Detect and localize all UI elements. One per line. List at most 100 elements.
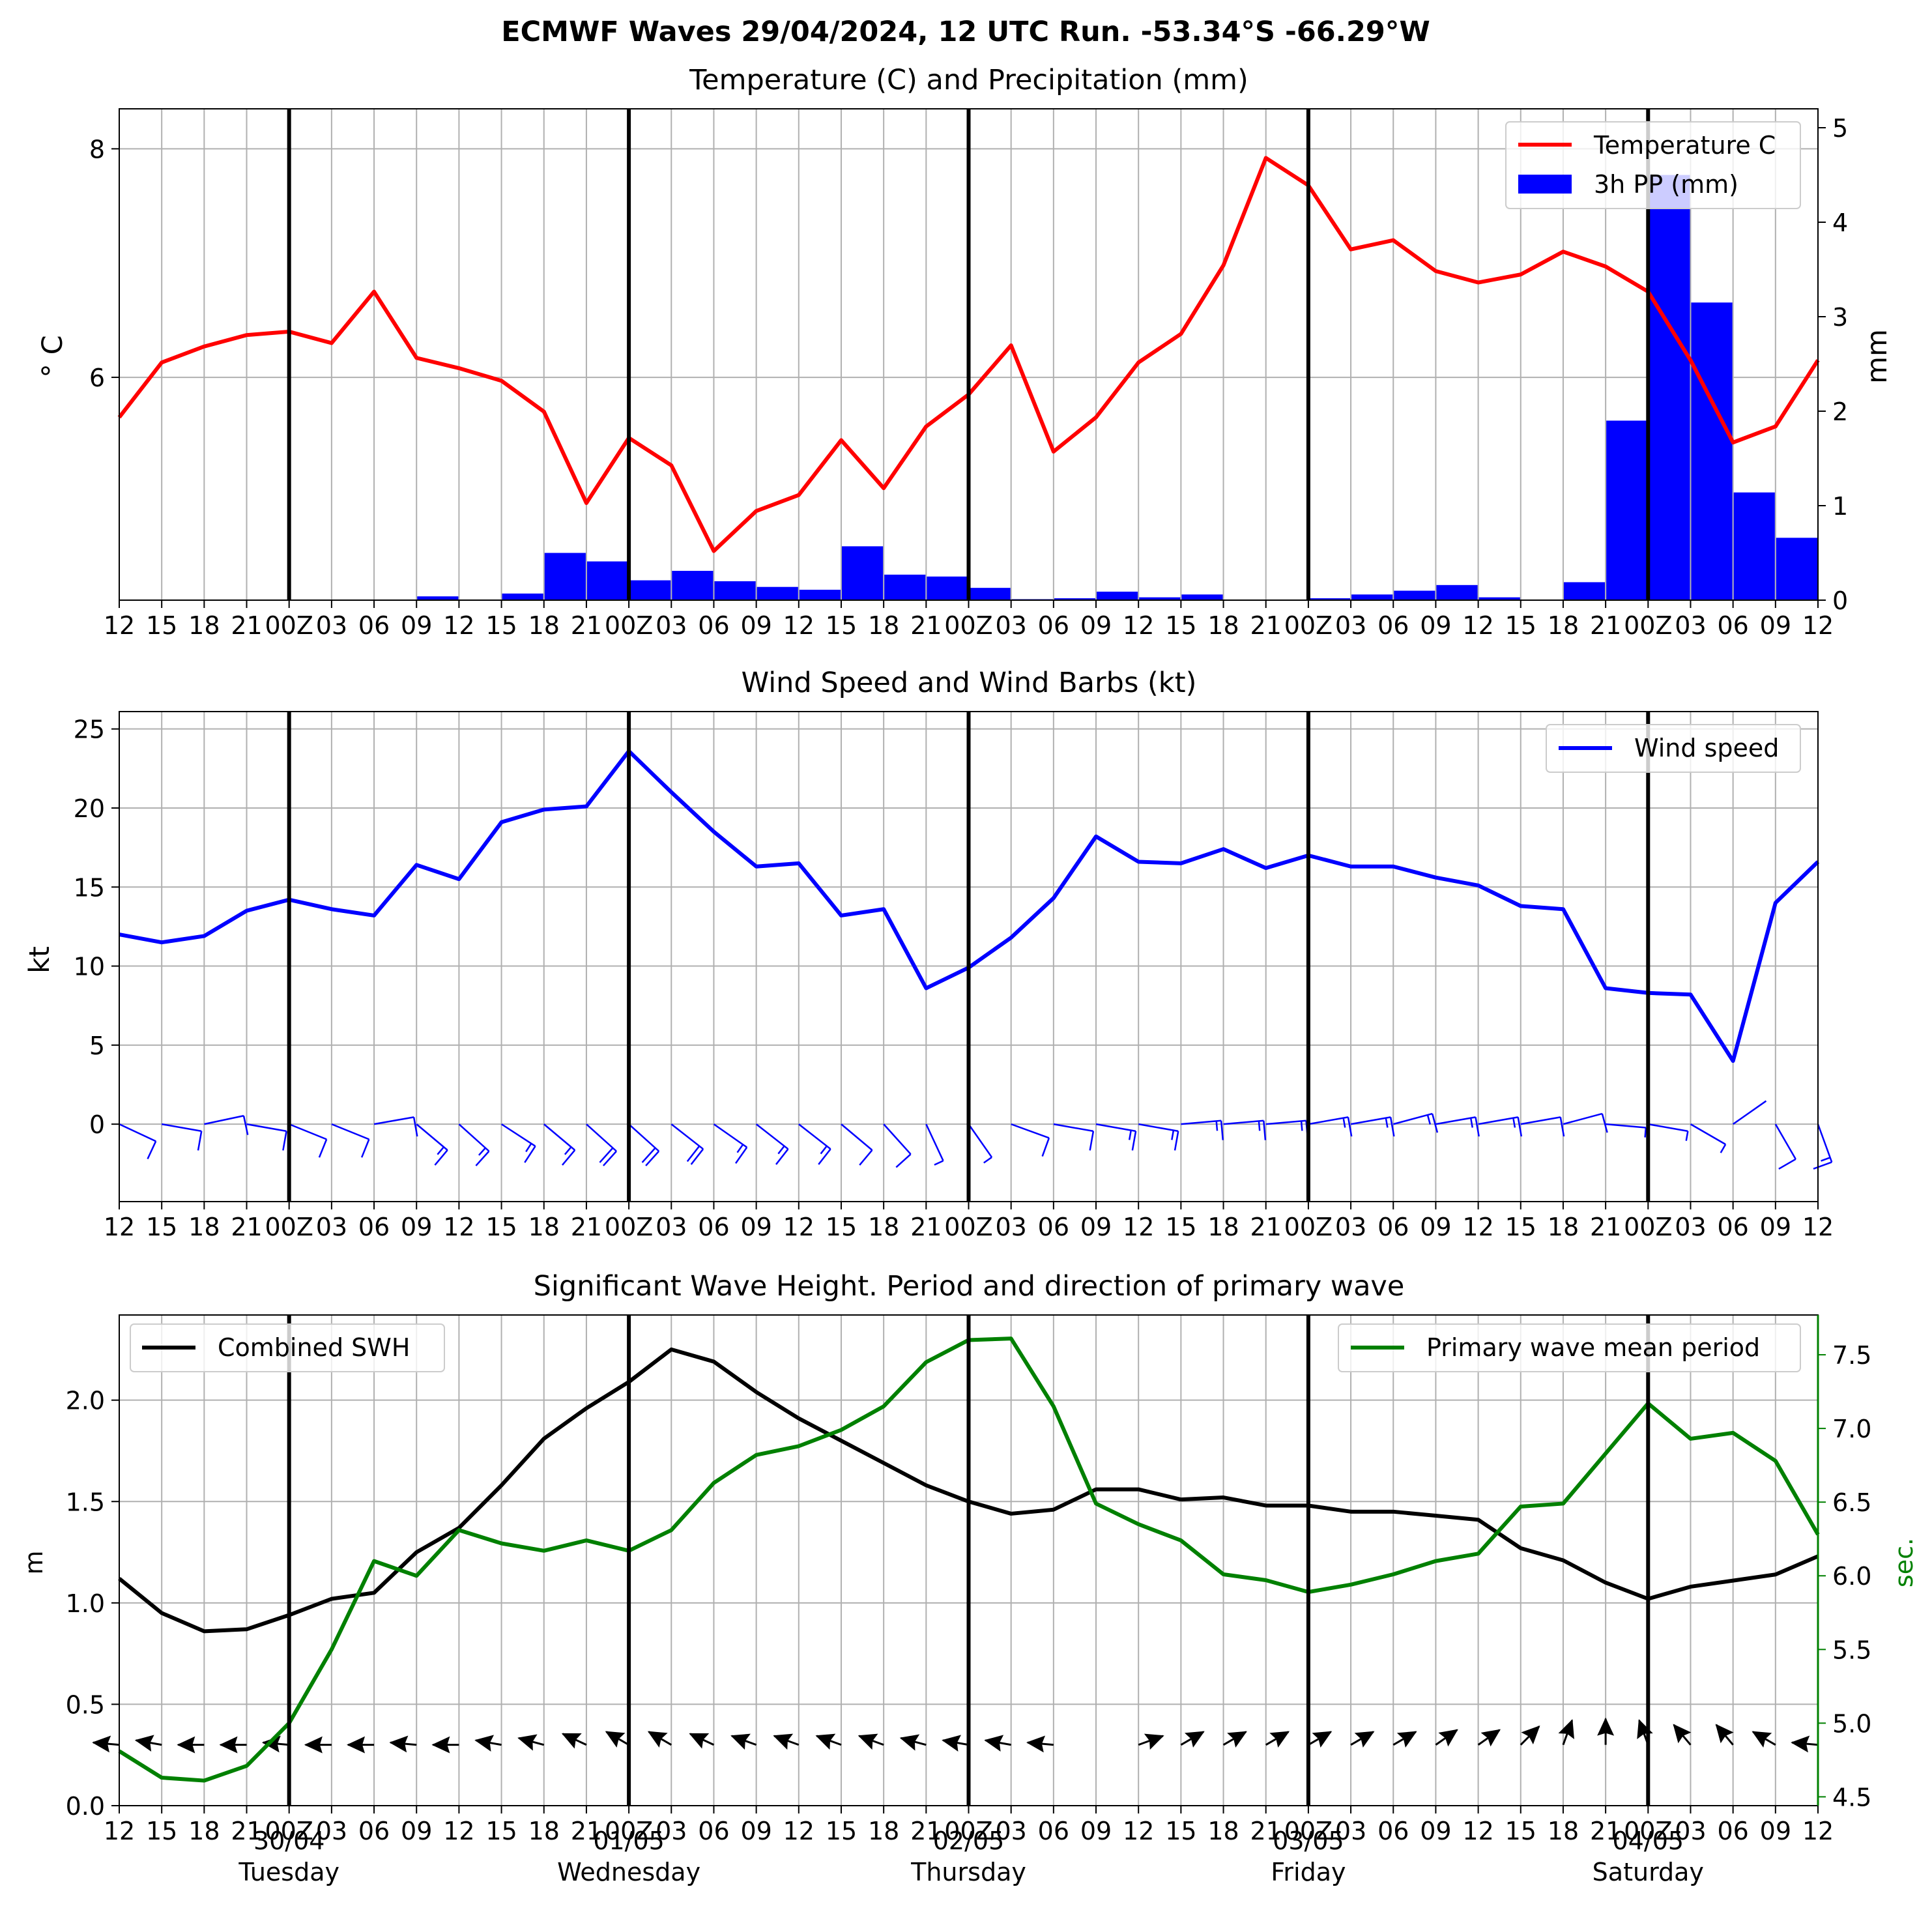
wind-barb <box>968 1123 993 1164</box>
wind-barb-flag <box>1131 1131 1137 1151</box>
wind-barb-flag <box>1601 1113 1608 1133</box>
precip-bar <box>629 580 671 600</box>
x-tick-label: 06 <box>1377 611 1409 640</box>
wind-barb <box>119 1123 157 1160</box>
wind-barb-shaft <box>204 1115 244 1125</box>
x-tick-label: 09 <box>1080 1213 1112 1241</box>
wind-barb <box>586 1123 617 1166</box>
wind-barb-flag <box>1041 1137 1050 1157</box>
day-name-label: Friday <box>1271 1858 1346 1886</box>
day-name-label: Tuesday <box>238 1858 339 1886</box>
x-tick-label: 21 <box>1250 611 1282 640</box>
arrow-head <box>261 1735 281 1753</box>
wind-barb-half-flag <box>736 1144 744 1153</box>
wind-barb-half-flag <box>1300 1121 1303 1131</box>
y2-tick-label: 5.0 <box>1832 1709 1871 1738</box>
wind-barb-shaft <box>1308 1116 1349 1125</box>
x-tick-label: 12 <box>1462 611 1493 640</box>
x-tick-label: 06 <box>358 1213 390 1241</box>
wind-barb <box>1435 1116 1480 1137</box>
wind-barb-flag <box>1431 1113 1439 1133</box>
x-tick-label: 12 <box>1123 1213 1154 1241</box>
wave-direction-arrow <box>1308 1731 1333 1748</box>
y2-tick-label: 4.5 <box>1832 1783 1871 1812</box>
x-tick-label: 12 <box>1462 1817 1493 1845</box>
wind-barb-flag <box>562 1149 576 1166</box>
x-tick-label: 12 <box>1123 611 1154 640</box>
precip-bar <box>1308 598 1351 600</box>
x-tick-label: 21 <box>571 611 602 640</box>
arrow-head <box>647 1731 668 1748</box>
x-tick-label: 15 <box>1165 611 1196 640</box>
x-tick-label: 00Z <box>1284 1817 1333 1845</box>
x-tick-label: 15 <box>146 611 177 640</box>
wind-barb <box>373 1116 418 1137</box>
precip-bar <box>1054 598 1096 600</box>
x-tick-label: 18 <box>868 611 899 640</box>
precip-bar <box>1691 302 1733 600</box>
temp-legend: Temperature C 3h PP (mm) <box>1505 121 1801 209</box>
wave-direction-arrow <box>92 1735 120 1753</box>
wind-legend-box <box>1546 724 1801 773</box>
wind-barb-flag <box>1475 1117 1480 1137</box>
wave-direction-arrow <box>134 1735 162 1752</box>
wind-barb-half-flag <box>1128 1130 1132 1140</box>
x-tick-label: 03 <box>1675 1213 1706 1241</box>
x-tick-label: 00Z <box>265 611 313 640</box>
x-tick-label: 06 <box>1038 1213 1069 1241</box>
wind-barb <box>500 1123 536 1163</box>
wave-direction-arrow <box>219 1736 247 1754</box>
x-tick-label: 21 <box>231 1213 262 1241</box>
wave-direction-arrow <box>1138 1733 1164 1750</box>
x-tick-label: 18 <box>1207 1213 1239 1241</box>
x-tick-label: 06 <box>1038 611 1069 640</box>
y2-tick-label: 1 <box>1832 492 1848 521</box>
x-tick-label: 00Z <box>1284 1213 1333 1241</box>
y2-tick-label: 6.5 <box>1832 1488 1871 1517</box>
x-tick-label: 09 <box>740 1817 771 1845</box>
wind-barb <box>925 1123 944 1166</box>
x-tick-label: 06 <box>698 611 729 640</box>
wind-barb-shaft <box>1774 1123 1796 1160</box>
wave-y-axis-label: m <box>20 1550 48 1574</box>
wave-panel-title: Significant Wave Height. Period and dire… <box>534 1270 1405 1303</box>
x-tick-label: 09 <box>401 1213 432 1241</box>
arrow-head <box>1597 1717 1615 1736</box>
wind-barb <box>458 1123 490 1166</box>
wind-barb-half-flag <box>525 1143 532 1153</box>
x-tick-label: 21 <box>571 1213 602 1241</box>
figure-title: ECMWF Waves 29/04/2024, 12 UTC Run. -53.… <box>501 16 1430 48</box>
wind-barb-shaft <box>458 1123 490 1152</box>
wind-barb <box>1095 1123 1137 1151</box>
x-tick-label: 21 <box>910 611 942 640</box>
precip-bar <box>586 561 629 600</box>
x-tick-label: 18 <box>188 611 220 640</box>
wave-direction-arrow <box>815 1733 842 1750</box>
wave-direction-arrow <box>389 1735 417 1753</box>
x-tick-label: 03 <box>995 1817 1026 1845</box>
wind-barb-flag <box>1559 1117 1565 1137</box>
arrow-head <box>474 1735 495 1752</box>
wind-barb-flag <box>147 1140 157 1160</box>
x-tick-label: 06 <box>698 1817 729 1845</box>
precip-bar <box>1776 538 1817 600</box>
wind-barb-half-flag <box>1512 1118 1516 1128</box>
wind-barb <box>1813 1123 1833 1170</box>
wave-direction-arrow <box>1715 1724 1734 1746</box>
arrow-head <box>1480 1729 1501 1747</box>
wind-barb-shaft <box>1095 1123 1136 1133</box>
arrow-head <box>219 1736 238 1754</box>
x-tick-label: 03 <box>316 611 347 640</box>
arrow-head <box>1312 1731 1333 1748</box>
arrow-head <box>1184 1731 1205 1748</box>
wind-barb-half-flag <box>1821 1157 1831 1162</box>
wave-direction-arrow <box>1222 1731 1247 1748</box>
wind-barb-shaft <box>161 1123 202 1133</box>
wind-barb-flag <box>360 1138 370 1158</box>
wind-barb-half-flag <box>1342 1118 1346 1128</box>
x-tick-label: 06 <box>358 1817 390 1845</box>
wind-barb-shaft <box>373 1116 414 1125</box>
wave-direction-arrow <box>1392 1731 1417 1748</box>
x-tick-label: 06 <box>358 611 390 640</box>
wind-barb <box>1138 1123 1179 1151</box>
